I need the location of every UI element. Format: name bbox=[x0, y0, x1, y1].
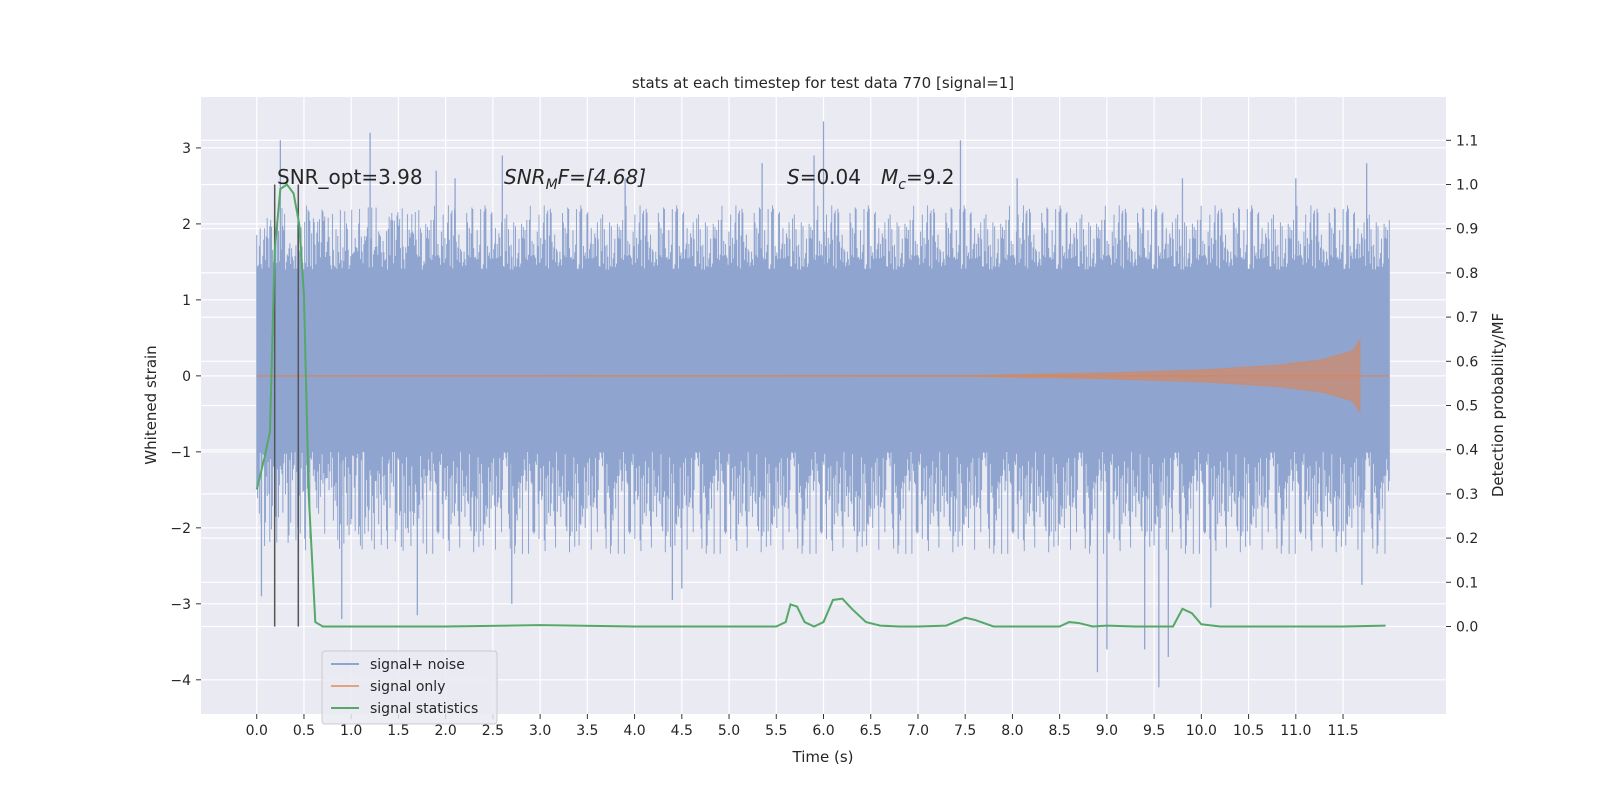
x-tick-label: 3.0 bbox=[529, 723, 551, 739]
x-tick-label: 2.5 bbox=[482, 723, 504, 739]
x-tick-label: 9.0 bbox=[1096, 723, 1118, 739]
y-tick-label: 0 bbox=[182, 369, 191, 385]
y2-tick-label: 0.4 bbox=[1456, 443, 1478, 459]
y2-tick-label: 0.2 bbox=[1456, 531, 1478, 547]
y-tick-label: −3 bbox=[170, 597, 191, 613]
legend: signal+ noise signal only signal statist… bbox=[321, 650, 498, 725]
x-tick-label: 7.5 bbox=[954, 723, 976, 739]
x-tick-label: 0.5 bbox=[293, 723, 315, 739]
y-tick-label: −4 bbox=[170, 673, 191, 689]
x-tick-label: 0.0 bbox=[246, 723, 268, 739]
x-tick-label: 8.0 bbox=[1001, 723, 1023, 739]
y2-tick-label: 0.9 bbox=[1456, 222, 1478, 238]
x-tick-label: 6.5 bbox=[860, 723, 882, 739]
y2-tick-label: 0.5 bbox=[1456, 399, 1478, 415]
y-axis-ticks: 3 2 1 0 −1 −2 −3 −4 bbox=[170, 141, 201, 689]
x-tick-label: 3.5 bbox=[576, 723, 598, 739]
series-signal-noise bbox=[256, 121, 1390, 688]
y2-tick-label: 0.8 bbox=[1456, 266, 1478, 282]
annotation-snr-mf-rest: F=[4.68] bbox=[558, 165, 646, 189]
y2-tick-label: 0.6 bbox=[1456, 354, 1478, 370]
annotation-snr-mf-main: SNR bbox=[504, 165, 546, 189]
x-tick-label: 11.0 bbox=[1280, 723, 1311, 739]
annotation-mc: Mc=9.2 bbox=[881, 165, 955, 193]
y2-axis-ticks: 1.1 1.0 0.9 0.8 0.7 0.6 0.5 0.4 0.3 0.2 0.1 0.0 bbox=[1446, 133, 1478, 635]
x-tick-label: 9.5 bbox=[1143, 723, 1165, 739]
x-axis-ticks: 0.0 0.5 1.0 1.5 2.0 2.5 3.0 3.5 4.0 4.5 5.0 5.5 6.0 6… bbox=[246, 714, 1359, 739]
annotation-snr-mf-sub: M bbox=[546, 177, 558, 193]
y2-axis-label: Detection probability/MF bbox=[1489, 313, 1507, 497]
annotation-mc-main: M bbox=[881, 165, 898, 189]
x-tick-label: 10.0 bbox=[1186, 723, 1217, 739]
legend-box bbox=[321, 650, 498, 725]
y2-tick-label: 0.3 bbox=[1456, 487, 1478, 503]
annotation-mc-rest: =9.2 bbox=[906, 165, 955, 189]
y-tick-label: 2 bbox=[182, 217, 191, 233]
y2-tick-label: 0.1 bbox=[1456, 575, 1478, 591]
y2-tick-label: 1.1 bbox=[1456, 133, 1478, 149]
annotation-s-main: S bbox=[787, 165, 800, 189]
x-tick-label: 2.0 bbox=[435, 723, 457, 739]
x-tick-label: 10.5 bbox=[1233, 723, 1264, 739]
annotation-snr-mf: SNRMF=[4.68] bbox=[504, 165, 646, 193]
x-tick-label: 4.5 bbox=[671, 723, 693, 739]
x-tick-label: 5.5 bbox=[765, 723, 787, 739]
y2-tick-label: 0.0 bbox=[1456, 619, 1478, 635]
y2-tick-label: 0.7 bbox=[1456, 310, 1478, 326]
x-axis-label: Time (s) bbox=[792, 748, 854, 766]
legend-label-signal-noise: signal+ noise bbox=[370, 657, 465, 673]
legend-label-signal-statistics: signal statistics bbox=[370, 701, 478, 717]
y-tick-label: 3 bbox=[182, 141, 191, 157]
x-tick-label: 5.0 bbox=[718, 723, 740, 739]
x-tick-label: 11.5 bbox=[1327, 723, 1358, 739]
x-tick-label: 7.0 bbox=[907, 723, 929, 739]
x-tick-label: 8.5 bbox=[1049, 723, 1071, 739]
annotation-snr-opt: SNR_opt=3.98 bbox=[277, 165, 423, 189]
annotation-s-rest: =0.04 bbox=[800, 165, 861, 189]
signal-statistics-line bbox=[255, 183, 1386, 628]
y2-tick-label: 1.0 bbox=[1456, 178, 1478, 194]
x-tick-label: 6.0 bbox=[812, 723, 834, 739]
y-tick-label: 1 bbox=[182, 293, 191, 309]
annotation-s: S=0.04 bbox=[787, 165, 861, 189]
chart-title: stats at each timestep for test data 770… bbox=[632, 74, 1014, 92]
x-tick-label: 4.0 bbox=[623, 723, 645, 739]
y-tick-label: −2 bbox=[170, 521, 191, 537]
x-tick-label: 1.5 bbox=[387, 723, 409, 739]
y-axis-label: Whitened strain bbox=[142, 345, 160, 464]
annotation-mc-sub: c bbox=[898, 177, 906, 193]
y-tick-label: −1 bbox=[170, 445, 191, 461]
series-signal-only bbox=[256, 338, 1390, 414]
x-tick-label: 1.0 bbox=[340, 723, 362, 739]
series-signal-statistics bbox=[255, 183, 1386, 628]
legend-label-signal-only: signal only bbox=[370, 679, 445, 695]
